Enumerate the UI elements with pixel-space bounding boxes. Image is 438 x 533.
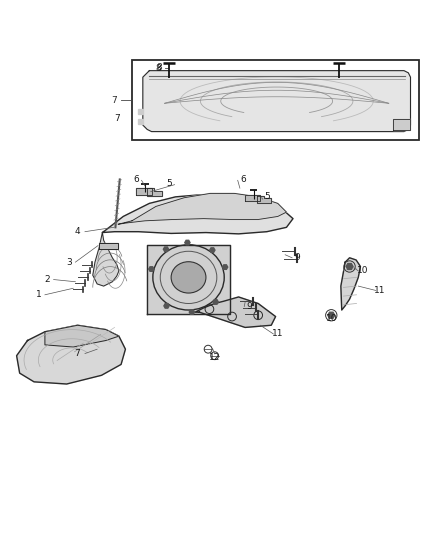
Polygon shape: [118, 193, 286, 224]
Polygon shape: [341, 258, 360, 310]
Text: 10: 10: [357, 266, 368, 276]
Polygon shape: [102, 195, 293, 234]
Polygon shape: [147, 188, 162, 196]
Text: 7: 7: [74, 349, 81, 358]
Polygon shape: [17, 325, 125, 384]
Polygon shape: [223, 265, 228, 269]
Ellipse shape: [171, 262, 206, 293]
Polygon shape: [138, 118, 143, 124]
Text: 9: 9: [247, 302, 252, 311]
Polygon shape: [99, 243, 118, 249]
Text: 11: 11: [374, 286, 386, 295]
Polygon shape: [164, 304, 169, 308]
Text: 7: 7: [112, 95, 117, 104]
Polygon shape: [346, 263, 353, 270]
Polygon shape: [45, 325, 119, 347]
Polygon shape: [147, 245, 230, 314]
Polygon shape: [138, 109, 143, 114]
Polygon shape: [393, 118, 410, 130]
Polygon shape: [189, 310, 194, 314]
Polygon shape: [328, 312, 335, 318]
Text: 2: 2: [44, 275, 50, 284]
Polygon shape: [143, 71, 410, 132]
Text: 9: 9: [294, 253, 300, 262]
Text: 7: 7: [114, 114, 120, 123]
Polygon shape: [163, 247, 169, 252]
Text: 1: 1: [35, 290, 41, 300]
Polygon shape: [257, 196, 271, 204]
Polygon shape: [149, 267, 154, 271]
Text: 5: 5: [166, 179, 172, 188]
Text: 5: 5: [264, 192, 270, 201]
Polygon shape: [213, 300, 218, 304]
Polygon shape: [210, 248, 215, 252]
Text: 8: 8: [155, 64, 161, 73]
Text: 10: 10: [326, 314, 338, 323]
Text: 3: 3: [66, 257, 72, 266]
Text: 11: 11: [272, 329, 283, 338]
Polygon shape: [195, 297, 276, 327]
Text: 8: 8: [157, 63, 162, 72]
Text: 12: 12: [209, 353, 220, 362]
Text: 4: 4: [75, 227, 80, 236]
Polygon shape: [245, 195, 260, 201]
Polygon shape: [185, 240, 190, 245]
Text: 6: 6: [134, 175, 139, 184]
Polygon shape: [136, 188, 152, 195]
Text: 6: 6: [240, 175, 246, 184]
Bar: [132, 60, 419, 140]
Polygon shape: [93, 232, 119, 286]
